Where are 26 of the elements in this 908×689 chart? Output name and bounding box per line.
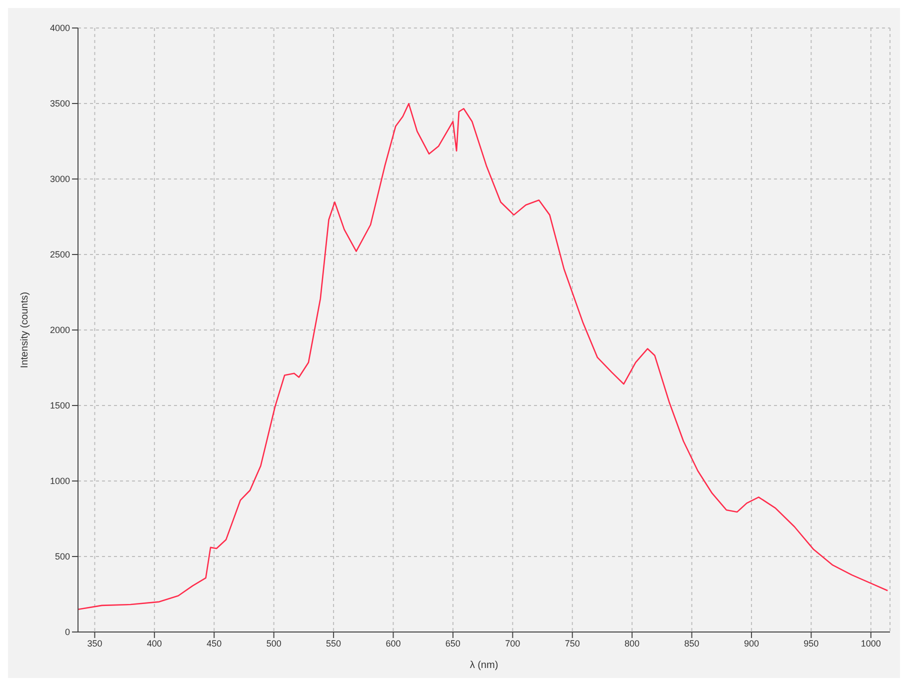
line-series — [78, 103, 888, 610]
x-tick-label: 900 — [744, 638, 759, 648]
y-tick-label: 1000 — [50, 476, 70, 486]
x-tick-label: 450 — [206, 638, 222, 648]
x-tick-label: 400 — [146, 638, 162, 648]
y-tick-label: 1500 — [50, 400, 70, 411]
x-axis-title: λ (nm) — [470, 660, 498, 671]
y-tick-label: 500 — [54, 552, 70, 562]
x-tick-label: 850 — [684, 638, 700, 648]
y-tick-label: 4000 — [50, 23, 70, 34]
x-tick-label: 500 — [266, 638, 282, 648]
x-tick-label: 750 — [564, 638, 580, 648]
y-tick-label: 0 — [64, 627, 70, 638]
y-tick-label: 2000 — [50, 325, 70, 336]
y-tick-label: 2500 — [50, 250, 70, 260]
x-tick-label: 650 — [445, 638, 460, 648]
y-tick-label: 3000 — [50, 174, 70, 184]
x-tick-label: 550 — [326, 638, 342, 648]
y-tick-label: 3500 — [50, 98, 70, 109]
x-tick-label: 700 — [505, 638, 520, 648]
x-tick-label: 350 — [87, 638, 102, 648]
x-tick-label: 950 — [804, 638, 819, 648]
x-tick-label: 600 — [386, 638, 401, 648]
y-axis-title: Intensity (counts) — [20, 292, 31, 368]
x-tick-label: 800 — [624, 638, 640, 648]
x-tick-label: 1000 — [860, 638, 881, 648]
